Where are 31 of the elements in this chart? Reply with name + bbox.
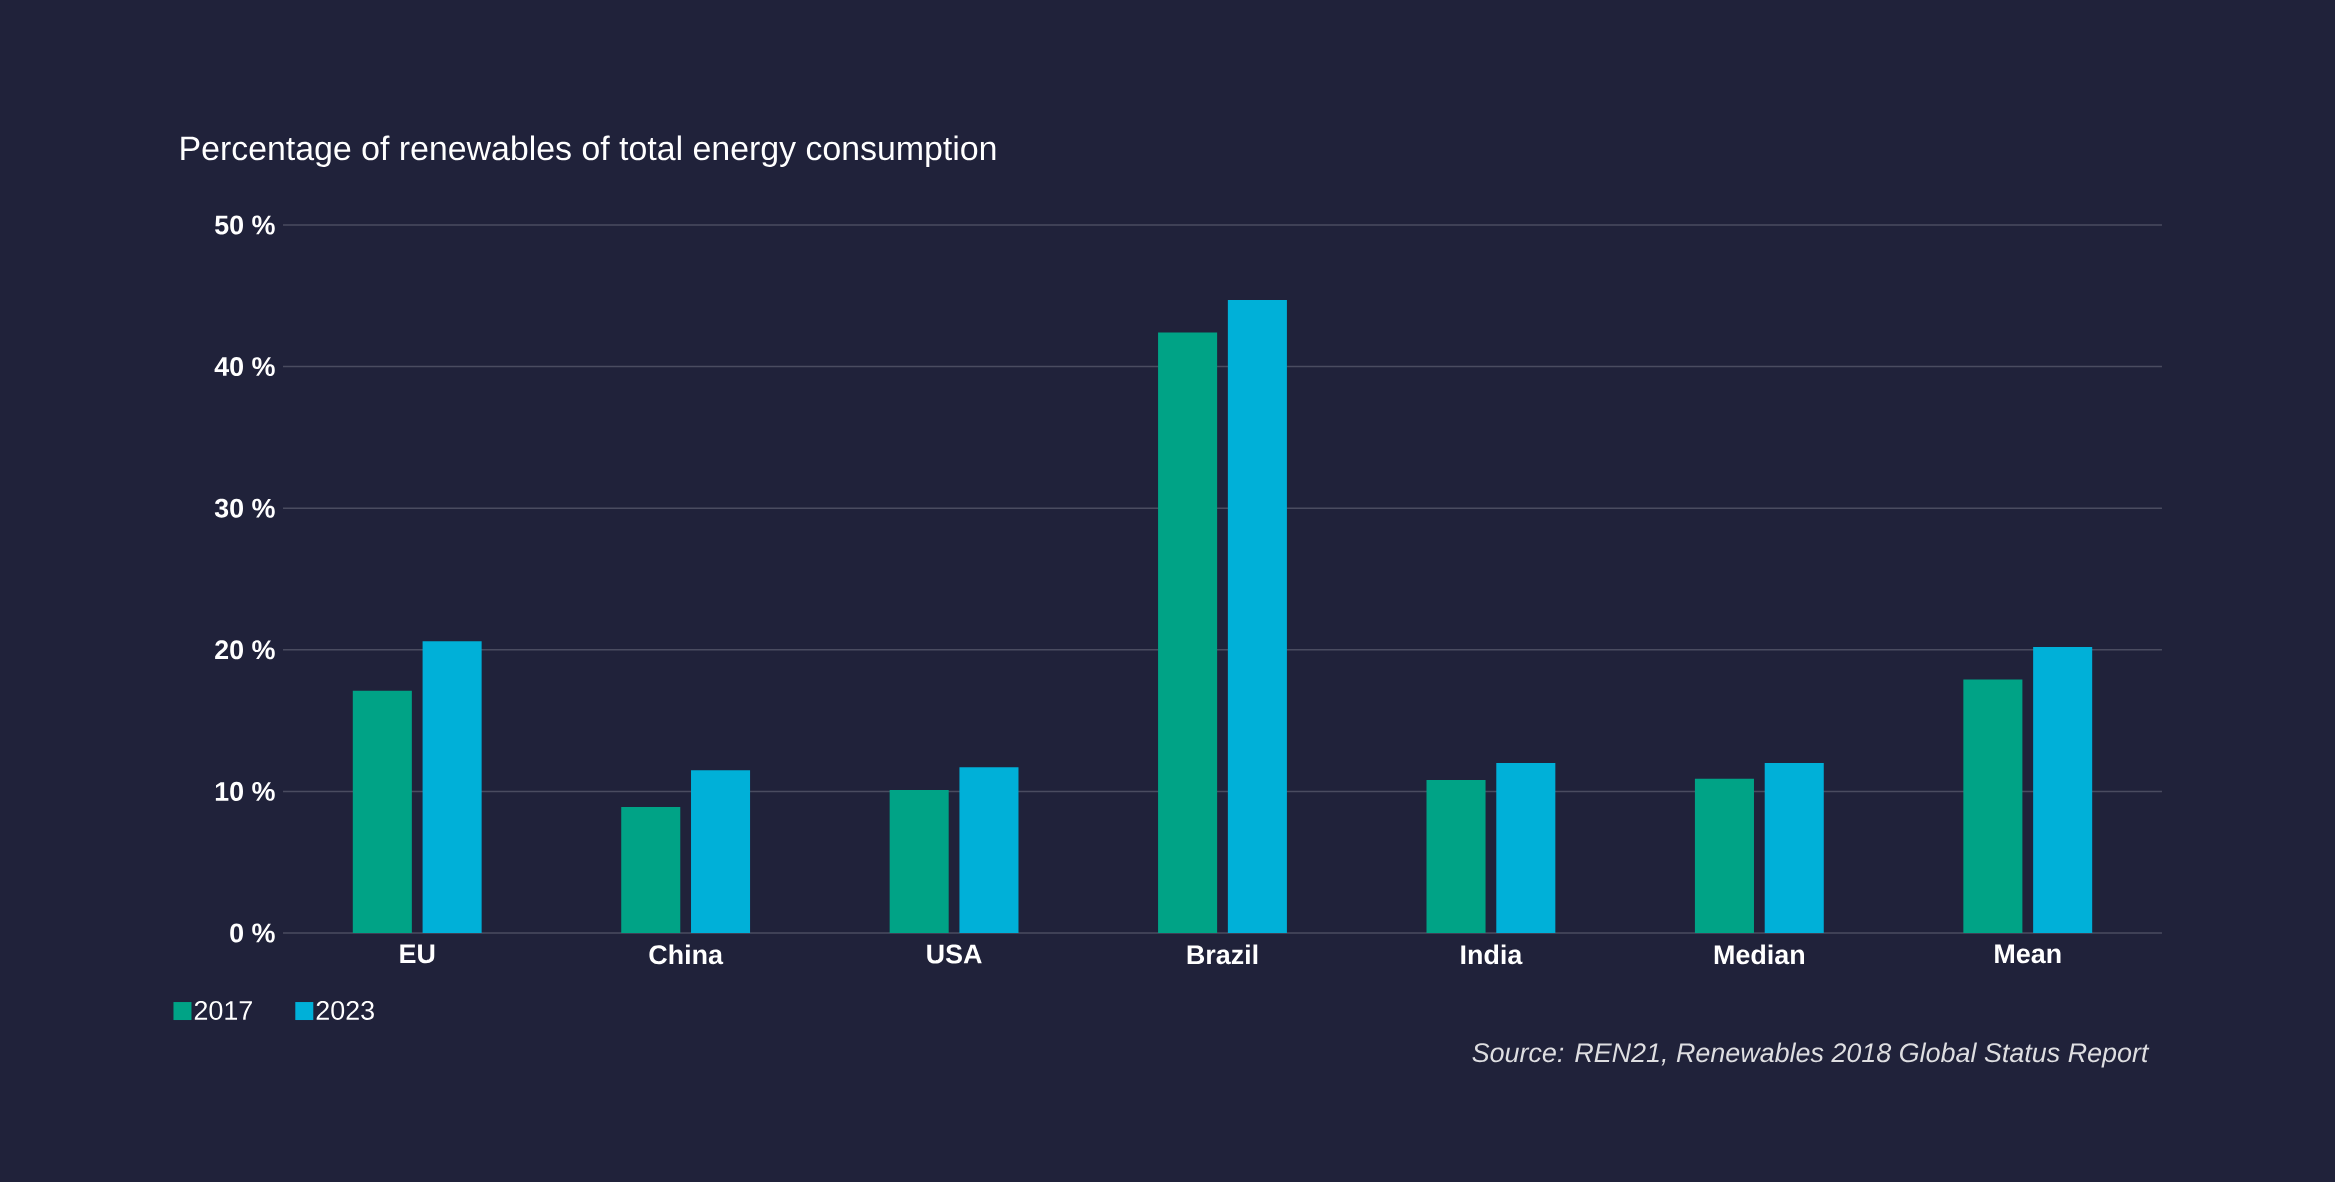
legend-label: 2023 — [316, 1000, 374, 1020]
x-tick-label: Mean — [1995, 944, 2061, 964]
bar — [2033, 646, 2093, 933]
x-tick-label: Median — [1714, 944, 1805, 965]
bar — [1764, 763, 1824, 933]
x-tick-label: EU — [400, 944, 435, 964]
y-tick-label: 50 % — [215, 215, 275, 235]
x-tick-label: USA — [927, 944, 982, 964]
y-tick-label: 40 % — [214, 357, 275, 377]
bar — [1694, 778, 1754, 933]
bar — [1158, 332, 1218, 933]
bar — [352, 690, 412, 933]
y-tick-label: 10 % — [215, 781, 275, 801]
x-tick-label: India — [1461, 944, 1523, 965]
bar — [422, 641, 482, 933]
bar — [1496, 763, 1556, 933]
bar — [959, 767, 1019, 933]
bar — [1227, 300, 1287, 933]
bar — [621, 806, 681, 933]
x-tick-label: Brazil — [1187, 944, 1258, 965]
legend-label: 2017 — [194, 1000, 252, 1020]
y-tick-label: 20 % — [215, 640, 275, 660]
bar — [1426, 780, 1486, 933]
y-tick-label: 30 % — [214, 498, 275, 518]
x-tick-label: China — [649, 944, 724, 965]
bar — [889, 789, 949, 933]
bar — [691, 770, 751, 933]
bar — [1963, 679, 2023, 933]
chart-title: Percentage of renewables of total energy consumption — [181, 135, 996, 168]
source-note: Source: REN21, Renewables 2018 Global Status Report — [1472, 1042, 2150, 1068]
y-tick-label: 0 % — [230, 923, 275, 943]
